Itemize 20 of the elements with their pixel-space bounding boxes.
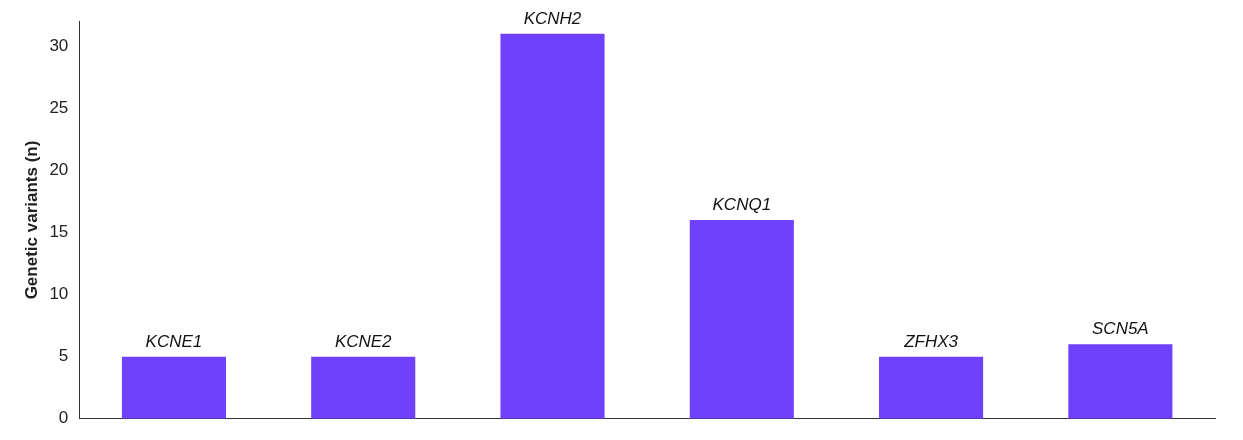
bar	[121, 356, 226, 419]
bar	[879, 356, 984, 419]
y-tick-label: 20	[49, 159, 69, 179]
bar	[689, 220, 794, 419]
bar	[311, 356, 416, 419]
x-tick-label: KCNH2	[523, 8, 582, 28]
y-tick-label: 10	[49, 284, 69, 304]
bar	[500, 33, 605, 419]
y-axis-title: Genetic variants (n)	[21, 140, 41, 300]
x-tick-label: KCNE1	[145, 331, 203, 351]
y-tick-label: 25	[49, 97, 69, 117]
x-tick-label: SCN5A	[1092, 319, 1149, 339]
y-tick-label: 5	[58, 346, 69, 366]
x-tick-label: ZFHX3	[903, 331, 959, 351]
y-tick-label: 15	[49, 222, 69, 242]
y-tick-label: 0	[58, 408, 69, 428]
x-tick-label: KCNE2	[334, 331, 393, 351]
x-tick-label: KCNQ1	[712, 195, 772, 215]
y-tick-label: 30	[49, 35, 69, 55]
bar	[1068, 344, 1173, 419]
